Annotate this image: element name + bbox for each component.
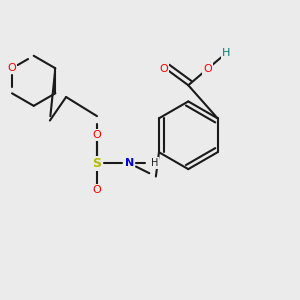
Text: O: O [203, 64, 212, 74]
Text: O: O [93, 130, 101, 140]
Text: N: N [125, 158, 134, 168]
Text: H: H [222, 48, 231, 58]
Text: O: O [8, 63, 16, 73]
Text: O: O [93, 185, 101, 195]
Text: H: H [151, 158, 159, 168]
Text: S: S [92, 157, 101, 170]
Text: O: O [159, 64, 168, 74]
